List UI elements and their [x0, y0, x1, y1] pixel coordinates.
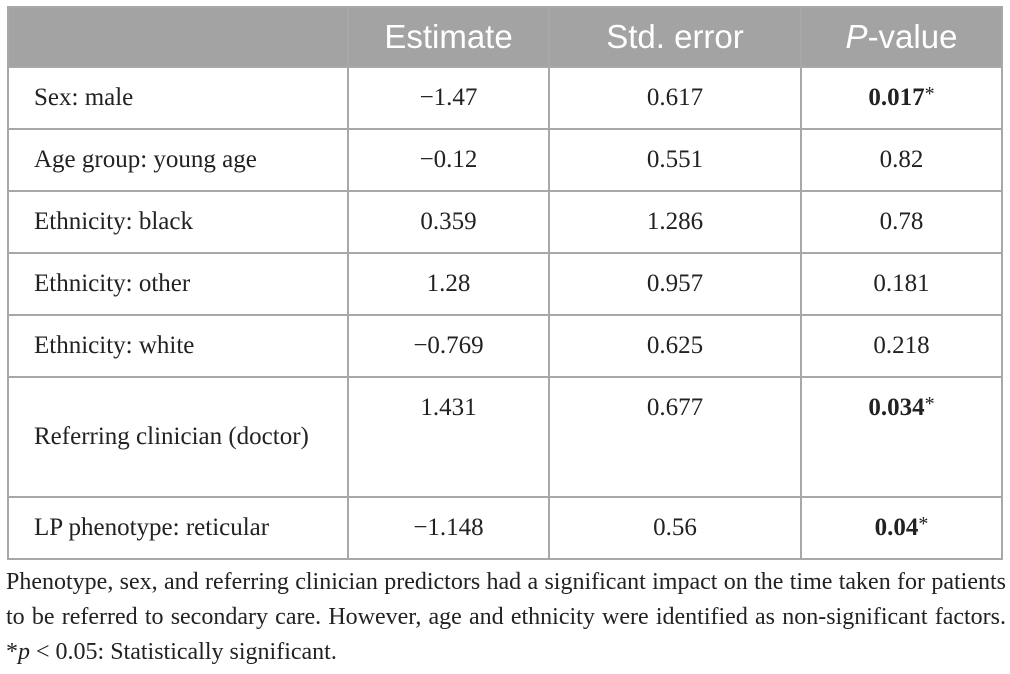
header-blank — [7, 6, 349, 68]
table-row: Referring clinician (doctor) 1.431 0.677 0.… — [7, 376, 1003, 498]
p-value-text: 0.181 — [873, 270, 930, 297]
table-row: Ethnicity: black 0.359 1.286 0.78 — [7, 190, 1003, 254]
regression-table: Estimate Std. error P-value Sex: male −1.… — [7, 6, 1003, 560]
estimate-cell: −0.769 — [347, 314, 550, 378]
significance-mark: * — [924, 393, 935, 415]
table-row: Ethnicity: white −0.769 0.625 0.218 — [7, 314, 1003, 378]
header-row: Estimate Std. error P-value — [7, 6, 1003, 68]
std-error-cell: 0.957 — [548, 252, 802, 316]
table-row: Ethnicity: other 1.28 0.957 0.181 — [7, 252, 1003, 316]
p-value-text: 0.017 — [868, 84, 925, 111]
header-p-rest: -value — [867, 18, 958, 55]
p-value-text: 0.82 — [879, 146, 924, 173]
p-value-cell: 0.82 — [800, 128, 1003, 192]
p-value-cell: 0.034* — [800, 376, 1003, 498]
footnote-p-symbol: p — [18, 639, 30, 665]
std-error-cell: 0.551 — [548, 128, 802, 192]
row-label: LP phenotype: reticular — [7, 496, 349, 560]
row-label: Age group: young age — [7, 128, 349, 192]
estimate-cell: 1.28 — [347, 252, 550, 316]
estimate-cell: −1.47 — [347, 66, 550, 130]
estimate-cell: 0.359 — [347, 190, 550, 254]
header-estimate: Estimate — [347, 6, 550, 68]
std-error-cell: 0.625 — [548, 314, 802, 378]
row-label: Ethnicity: white — [7, 314, 349, 378]
p-value-text: 0.218 — [873, 332, 930, 359]
p-value-cell: 0.218 — [800, 314, 1003, 378]
footnote-text: Phenotype, sex, and referring clinician … — [6, 569, 1006, 630]
estimate-cell: −0.12 — [347, 128, 550, 192]
row-label: Ethnicity: black — [7, 190, 349, 254]
table-row: Sex: male −1.47 0.617 0.017* — [7, 66, 1003, 130]
table-row: LP phenotype: reticular −1.148 0.56 0.04* — [7, 496, 1003, 560]
p-value-cell: 0.04* — [800, 496, 1003, 560]
std-error-cell: 0.677 — [548, 376, 802, 498]
significance-mark: * — [924, 83, 935, 105]
row-label: Referring clinician (doctor) — [7, 376, 349, 498]
header-p-italic: P — [845, 18, 868, 55]
std-error-cell: 1.286 — [548, 190, 802, 254]
p-value-text: 0.04 — [874, 514, 919, 541]
std-error-cell: 0.617 — [548, 66, 802, 130]
footnote-threshold: < 0.05: Statistically significant. — [30, 639, 337, 665]
row-label: Ethnicity: other — [7, 252, 349, 316]
significance-mark: * — [918, 513, 929, 535]
row-label: Sex: male — [7, 66, 349, 130]
p-value-text: 0.034 — [868, 394, 925, 421]
std-error-cell: 0.56 — [548, 496, 802, 560]
p-value-cell: 0.017* — [800, 66, 1003, 130]
p-value-cell: 0.78 — [800, 190, 1003, 254]
footnote-mark: * — [6, 639, 18, 665]
header-p-value: P-value — [800, 6, 1003, 68]
header-std-error: Std. error — [548, 6, 802, 68]
p-value-text: 0.78 — [879, 208, 924, 235]
estimate-cell: 1.431 — [347, 376, 550, 498]
table-footnote: Phenotype, sex, and referring clinician … — [6, 565, 1006, 670]
p-value-cell: 0.181 — [800, 252, 1003, 316]
estimate-cell: −1.148 — [347, 496, 550, 560]
table-row: Age group: young age −0.12 0.551 0.82 — [7, 128, 1003, 192]
